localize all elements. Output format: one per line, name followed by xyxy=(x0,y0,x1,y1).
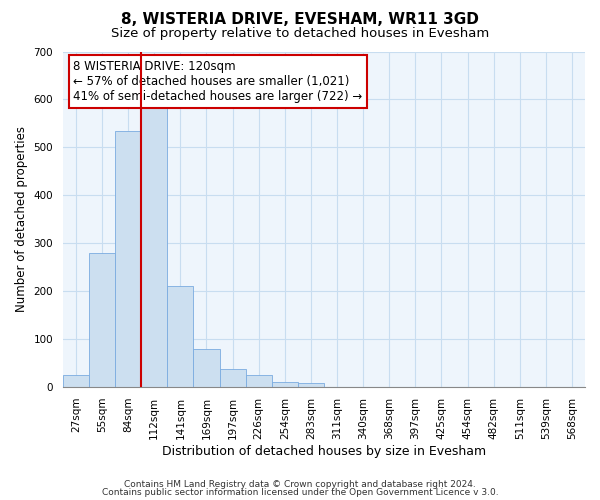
Text: Size of property relative to detached houses in Evesham: Size of property relative to detached ho… xyxy=(111,28,489,40)
Text: Contains public sector information licensed under the Open Government Licence v : Contains public sector information licen… xyxy=(101,488,499,497)
Bar xyxy=(115,130,141,387)
Bar xyxy=(245,375,272,387)
Text: Contains HM Land Registry data © Crown copyright and database right 2024.: Contains HM Land Registry data © Crown c… xyxy=(124,480,476,489)
Bar xyxy=(63,375,89,387)
Text: 8 WISTERIA DRIVE: 120sqm
← 57% of detached houses are smaller (1,021)
41% of sem: 8 WISTERIA DRIVE: 120sqm ← 57% of detach… xyxy=(73,60,362,103)
X-axis label: Distribution of detached houses by size in Evesham: Distribution of detached houses by size … xyxy=(162,444,486,458)
Bar xyxy=(89,253,115,387)
Bar xyxy=(193,348,220,387)
Y-axis label: Number of detached properties: Number of detached properties xyxy=(15,126,28,312)
Bar xyxy=(272,382,298,387)
Bar xyxy=(141,104,167,387)
Bar xyxy=(298,384,324,387)
Text: 8, WISTERIA DRIVE, EVESHAM, WR11 3GD: 8, WISTERIA DRIVE, EVESHAM, WR11 3GD xyxy=(121,12,479,28)
Bar xyxy=(167,286,193,387)
Bar xyxy=(220,369,245,387)
